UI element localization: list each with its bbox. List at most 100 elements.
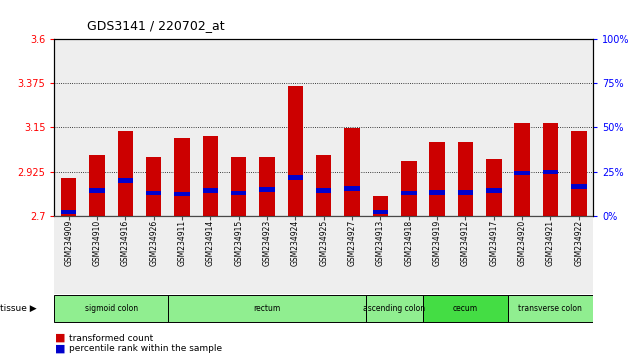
Bar (174, 138, 190, 216)
Bar (168, 39, 196, 216)
Bar (565, 216, 593, 294)
Bar (89, 188, 104, 193)
Bar (508, 295, 593, 322)
Bar (146, 191, 162, 195)
Text: GSM234919: GSM234919 (433, 220, 442, 266)
Bar (61, 178, 76, 216)
Text: GSM234915: GSM234915 (234, 220, 243, 266)
Text: ascending colon: ascending colon (363, 304, 426, 313)
Bar (395, 216, 423, 294)
Text: rectum: rectum (253, 304, 281, 313)
Bar (571, 131, 587, 216)
Bar (310, 216, 338, 294)
Bar (366, 295, 423, 322)
Bar (372, 210, 388, 214)
Bar (401, 161, 417, 216)
Text: transverse colon: transverse colon (519, 304, 583, 313)
Bar (537, 216, 565, 294)
Text: GSM234911: GSM234911 (178, 220, 187, 266)
Bar (117, 131, 133, 216)
Text: GSM234918: GSM234918 (404, 220, 413, 266)
Bar (571, 184, 587, 189)
Bar (366, 216, 395, 294)
Text: GSM234913: GSM234913 (376, 220, 385, 266)
Bar (514, 122, 530, 216)
Text: GSM234922: GSM234922 (574, 220, 583, 266)
Bar (196, 39, 224, 216)
Bar (537, 39, 565, 216)
Bar (54, 216, 83, 294)
Text: percentile rank within the sample: percentile rank within the sample (69, 344, 222, 353)
Bar (458, 142, 473, 216)
Bar (451, 39, 479, 216)
Bar (429, 142, 445, 216)
Text: GDS3141 / 220702_at: GDS3141 / 220702_at (87, 19, 224, 32)
Text: GSM234909: GSM234909 (64, 220, 73, 266)
Bar (344, 129, 360, 216)
Text: GSM234926: GSM234926 (149, 220, 158, 266)
Bar (508, 216, 537, 294)
Bar (366, 39, 395, 216)
Bar (316, 188, 331, 193)
Bar (458, 190, 473, 194)
Bar (231, 157, 247, 216)
Bar (253, 216, 281, 294)
Bar (310, 39, 338, 216)
Bar (423, 295, 508, 322)
Bar (508, 39, 537, 216)
Text: tissue ▶: tissue ▶ (0, 304, 37, 313)
Text: GSM234916: GSM234916 (121, 220, 130, 266)
Text: GSM234914: GSM234914 (206, 220, 215, 266)
Bar (514, 171, 530, 175)
Bar (253, 39, 281, 216)
Text: sigmoid colon: sigmoid colon (85, 304, 138, 313)
Bar (479, 39, 508, 216)
Bar (344, 186, 360, 190)
Bar (168, 216, 196, 294)
Bar (140, 216, 168, 294)
Text: GSM234925: GSM234925 (319, 220, 328, 266)
Bar (259, 157, 275, 216)
Bar (479, 216, 508, 294)
Bar (140, 39, 168, 216)
Text: ■: ■ (54, 333, 65, 343)
Text: GSM234910: GSM234910 (92, 220, 101, 266)
Bar (146, 157, 162, 216)
Bar (543, 170, 558, 174)
Bar (288, 176, 303, 180)
Text: GSM234921: GSM234921 (546, 220, 555, 266)
Text: ■: ■ (54, 344, 65, 354)
Bar (316, 155, 331, 216)
Bar (174, 192, 190, 196)
Bar (54, 39, 83, 216)
Bar (54, 295, 168, 322)
Bar (486, 159, 501, 216)
Bar (338, 216, 366, 294)
Bar (423, 216, 451, 294)
Text: cecum: cecum (453, 304, 478, 313)
Text: GSM234920: GSM234920 (517, 220, 526, 266)
Bar (288, 86, 303, 216)
Bar (259, 187, 275, 192)
Bar (83, 216, 111, 294)
Bar (224, 216, 253, 294)
Bar (565, 39, 593, 216)
Bar (401, 191, 417, 195)
Text: GSM234923: GSM234923 (263, 220, 272, 266)
Bar (451, 216, 479, 294)
Bar (89, 155, 104, 216)
Bar (83, 39, 111, 216)
Text: GSM234912: GSM234912 (461, 220, 470, 266)
Bar (196, 216, 224, 294)
Bar (224, 39, 253, 216)
Bar (429, 190, 445, 194)
Bar (117, 178, 133, 183)
Bar (281, 39, 310, 216)
Bar (372, 196, 388, 216)
Bar (543, 122, 558, 216)
Bar (61, 210, 76, 214)
Bar (203, 136, 218, 216)
Text: GSM234927: GSM234927 (347, 220, 356, 266)
Bar (203, 188, 218, 193)
Bar (168, 295, 366, 322)
